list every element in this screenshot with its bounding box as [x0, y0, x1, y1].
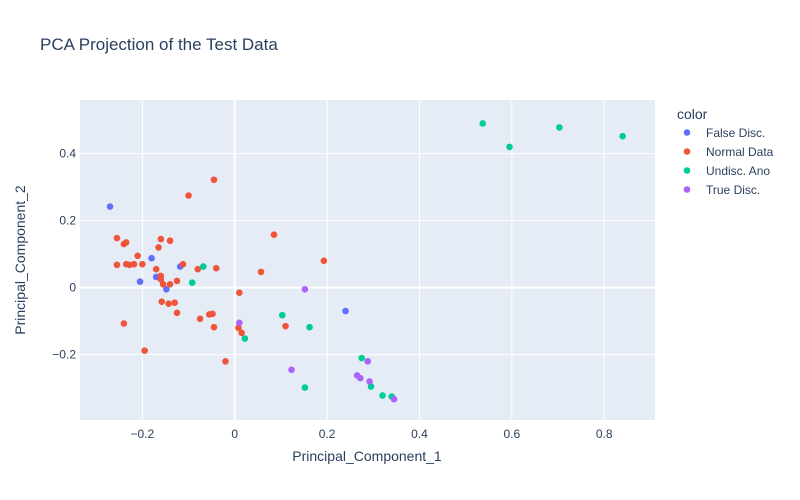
y-tick-label: 0 [69, 281, 76, 295]
point-normal-data [159, 280, 167, 288]
point-undisc-ano [379, 392, 386, 399]
legend-title: color [677, 106, 708, 122]
legend-marker-normal-data [683, 148, 691, 155]
point-normal-data [120, 320, 128, 327]
plot-area [80, 100, 655, 420]
legend-label-true-disc: True Disc. [706, 183, 760, 197]
point-normal-data [152, 265, 160, 273]
point-normal-data [155, 244, 162, 251]
point-false-disc [148, 254, 155, 262]
y-axis-ticks: −0.2 0 0.2 0.4 [52, 147, 76, 362]
point-normal-data [179, 260, 187, 268]
legend-label-false-disc: False Disc. [706, 126, 765, 140]
point-normal-data [134, 252, 142, 260]
point-false-disc [106, 203, 114, 210]
point-normal-data [236, 289, 243, 296]
point-normal-data [113, 261, 121, 269]
x-tick-label: 0.4 [411, 427, 428, 441]
y-axis-title: Principal_Component_2 [12, 185, 28, 335]
point-false-disc [136, 278, 144, 285]
point-normal-data [194, 265, 202, 273]
point-normal-data [235, 324, 242, 332]
legend-marker-false-disc [683, 129, 691, 136]
x-tick-label: 0.8 [596, 427, 613, 441]
point-normal-data [270, 231, 278, 239]
point-undisc-ano [278, 311, 286, 319]
point-true-disc [364, 358, 372, 365]
point-false-disc [342, 307, 349, 315]
x-axis-title: Principal_Component_1 [292, 448, 442, 464]
y-tick-label: 0.4 [59, 147, 76, 161]
point-normal-data [196, 315, 204, 323]
point-undisc-ano [619, 132, 626, 140]
point-normal-data [282, 322, 289, 330]
point-normal-data [185, 192, 192, 199]
point-normal-data [130, 260, 138, 268]
x-tick-label: 0 [231, 427, 238, 441]
point-true-disc [288, 366, 295, 374]
point-undisc-ano [506, 143, 513, 151]
legend-label-normal-data: Normal Data [706, 145, 774, 159]
point-normal-data [173, 309, 181, 317]
point-normal-data [210, 323, 218, 331]
y-tick-label: 0.2 [59, 214, 76, 228]
point-normal-data [166, 237, 174, 245]
point-normal-data [165, 300, 172, 308]
point-undisc-ano [301, 384, 309, 391]
x-axis-ticks: −0.2 0 0.2 0.4 0.6 0.8 [130, 427, 612, 441]
x-tick-label: 0.2 [319, 427, 336, 441]
point-true-disc [236, 319, 243, 327]
point-normal-data [113, 234, 121, 242]
point-undisc-ano [200, 263, 207, 270]
point-true-disc [366, 378, 373, 385]
chart-title: PCA Projection of the Test Data [40, 35, 278, 54]
point-true-disc [357, 374, 364, 382]
x-tick-label: −0.2 [130, 427, 154, 441]
legend-marker-true-disc [683, 186, 691, 193]
point-undisc-ano [241, 335, 249, 342]
legend-marker-undisc-ano [683, 167, 691, 174]
legend: color False Disc. Normal Data Undisc. Ano T… [677, 106, 774, 197]
point-undisc-ano [188, 279, 196, 286]
point-normal-data [157, 235, 165, 243]
point-normal-data [158, 298, 166, 306]
point-normal-data [222, 358, 229, 365]
point-normal-data [257, 268, 265, 276]
point-undisc-ano [556, 124, 563, 131]
point-normal-data [212, 264, 220, 272]
point-normal-data [157, 275, 165, 283]
point-true-disc [390, 395, 398, 403]
x-tick-label: 0.6 [503, 427, 520, 441]
point-normal-data [171, 299, 178, 307]
point-undisc-ano [306, 323, 313, 331]
point-normal-data [210, 176, 218, 184]
gridlines [80, 100, 655, 420]
y-tick-label: −0.2 [52, 348, 76, 362]
point-undisc-ano [367, 383, 375, 390]
data-points [106, 120, 626, 403]
point-normal-data [238, 329, 245, 337]
point-normal-data [120, 240, 128, 248]
point-normal-data [173, 277, 181, 285]
point-normal-data [166, 280, 174, 288]
point-undisc-ano [358, 354, 366, 362]
point-true-disc [301, 286, 309, 293]
point-normal-data [320, 257, 328, 265]
point-normal-data [209, 310, 216, 318]
point-normal-data [139, 260, 146, 268]
point-undisc-ano [479, 120, 487, 127]
point-false-disc [163, 286, 170, 293]
legend-label-undisc-ano: Undisc. Ano [706, 164, 770, 178]
point-normal-data [141, 347, 148, 354]
